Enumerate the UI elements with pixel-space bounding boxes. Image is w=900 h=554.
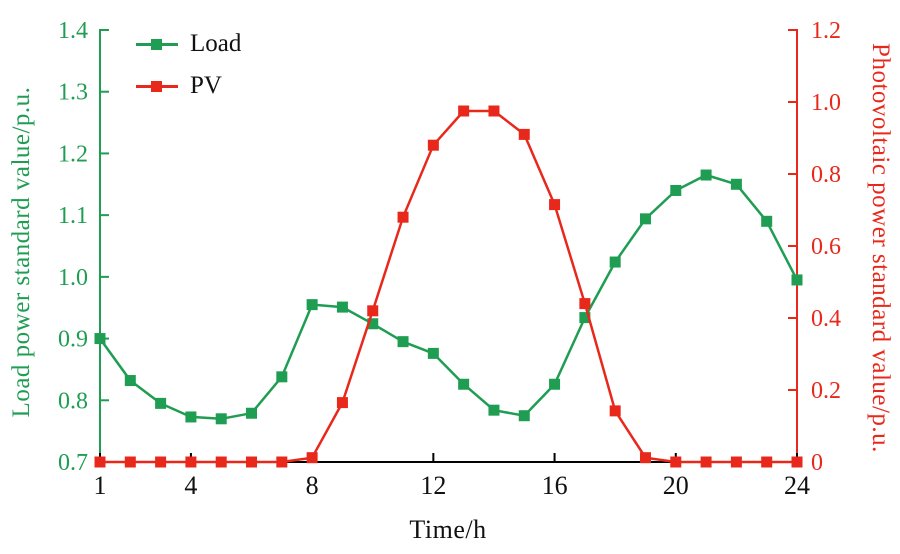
series-marker-load — [761, 215, 773, 227]
legend-item-pv: PV — [136, 72, 241, 100]
series-marker-pv — [367, 305, 379, 317]
series-marker-pv — [488, 105, 500, 117]
left-tick-label: 1.2 — [58, 141, 88, 167]
right-tick-label: 0.4 — [811, 306, 841, 332]
x-tick-label: 1 — [94, 471, 107, 500]
series-marker-load — [609, 256, 621, 268]
series-marker-pv — [700, 456, 712, 468]
x-tick-label: 8 — [306, 471, 319, 500]
series-marker-load — [215, 413, 227, 425]
series-marker-load — [730, 178, 742, 190]
series-marker-pv — [518, 128, 530, 140]
series-line-load — [98, 173, 799, 421]
load-series-marker-icon — [136, 38, 178, 50]
series-marker-pv — [609, 405, 621, 417]
series-marker-pv — [427, 139, 439, 151]
series-marker-pv — [155, 456, 167, 468]
left-tick-label: 0.7 — [58, 450, 88, 476]
x-tick-label: 20 — [663, 471, 689, 500]
series-marker-pv — [791, 456, 803, 468]
series-marker-load — [458, 378, 470, 390]
series-marker-pv — [336, 397, 348, 409]
series-marker-load — [246, 407, 258, 419]
series-marker-load — [549, 378, 561, 390]
series-marker-load — [791, 274, 803, 286]
series-marker-load — [670, 184, 682, 196]
series-marker-pv — [639, 452, 651, 464]
series-marker-pv — [246, 456, 258, 468]
series-marker-pv — [670, 456, 682, 468]
left-tick-label: 1.0 — [58, 265, 88, 291]
series-marker-load — [276, 371, 288, 383]
left-tick-label: 0.9 — [58, 327, 88, 353]
series-marker-load — [700, 169, 712, 181]
left-tick-label: 0.8 — [58, 388, 88, 414]
series-marker-load — [336, 301, 348, 313]
legend: Load PV — [136, 30, 241, 100]
right-tick-label: 0.6 — [811, 234, 841, 260]
series-marker-load — [639, 213, 651, 225]
x-axis-label: Time/h — [409, 515, 487, 544]
right-tick-label: 0.8 — [811, 162, 841, 188]
right-tick-label: 1.0 — [811, 90, 841, 116]
x-tick-label: 4 — [184, 471, 197, 500]
series-marker-load — [518, 410, 530, 422]
series-marker-pv — [276, 456, 288, 468]
right-axis-label: Photovoltaic power standard value/p.u. — [867, 43, 894, 453]
series-marker-load — [397, 336, 409, 348]
legend-label-pv: PV — [190, 72, 222, 99]
series-marker-pv — [730, 456, 742, 468]
series-marker-pv — [124, 456, 136, 468]
right-tick-label: 0 — [811, 450, 823, 476]
series-marker-load — [124, 375, 136, 387]
series-marker-pv — [579, 298, 591, 310]
left-axis-label: Load power standard value/p.u. — [8, 86, 35, 418]
series-marker-pv — [306, 452, 318, 464]
series-marker-load — [427, 347, 439, 359]
pv-series-marker-icon — [136, 80, 178, 92]
series-marker-load — [155, 397, 167, 409]
series-marker-load — [185, 411, 197, 423]
x-tick-label: 16 — [542, 471, 568, 500]
series-marker-pv — [761, 456, 773, 468]
series-marker-pv — [549, 199, 561, 211]
series-line-pv — [98, 109, 799, 464]
series-marker-load — [579, 312, 591, 324]
right-tick-label: 0.2 — [811, 378, 841, 404]
series-marker-pv — [215, 456, 227, 468]
series-marker-pv — [397, 211, 409, 223]
series-marker-load — [306, 299, 318, 311]
left-tick-label: 1.4 — [58, 18, 88, 44]
right-tick-label: 1.2 — [811, 18, 841, 44]
x-tick-label: 24 — [784, 471, 810, 500]
legend-item-load: Load — [136, 30, 241, 58]
x-tick-label: 12 — [420, 471, 446, 500]
series-marker-pv — [458, 105, 470, 117]
series-marker-pv — [185, 456, 197, 468]
legend-label-load: Load — [190, 30, 242, 57]
series-marker-load — [367, 318, 379, 330]
series-marker-pv — [94, 456, 106, 468]
left-tick-label: 1.3 — [58, 80, 88, 106]
left-tick-label: 1.1 — [58, 203, 88, 229]
series-marker-load — [94, 333, 106, 345]
series-marker-load — [488, 404, 500, 416]
